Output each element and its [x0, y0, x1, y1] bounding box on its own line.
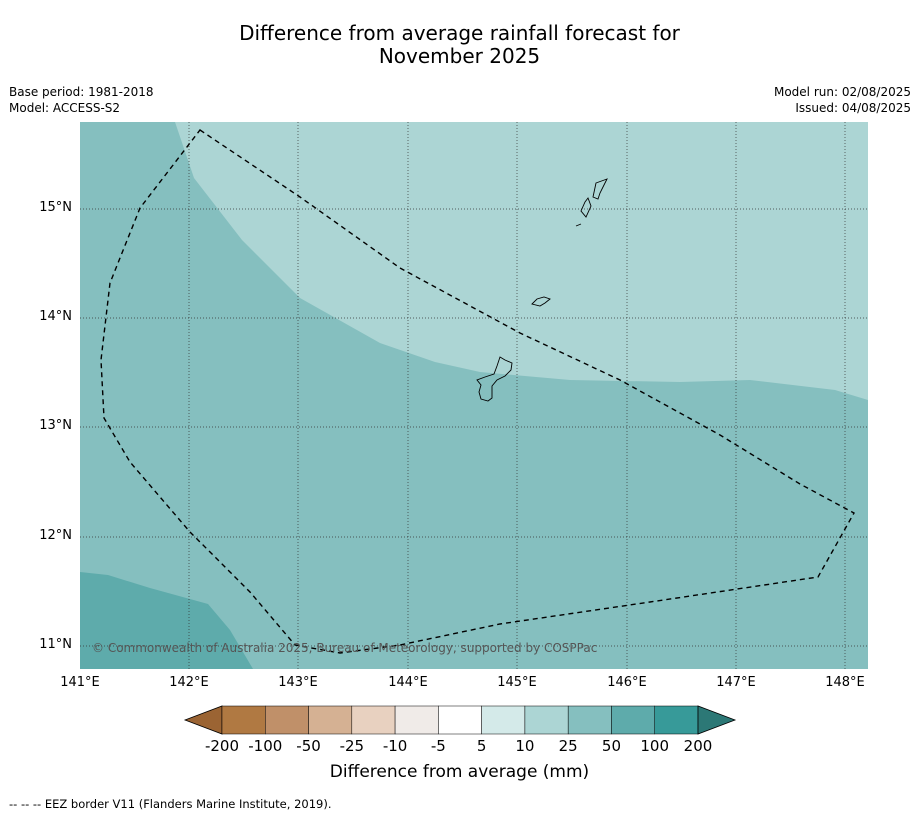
model-name: Model: ACCESS-S2	[9, 101, 121, 115]
region-dark	[80, 572, 253, 669]
colorbar-tick-label: -5	[430, 737, 446, 755]
colorbar-segment	[524, 705, 569, 735]
lon-label-144: 144°E	[388, 675, 428, 690]
colorbar-tick-label: -100	[248, 737, 283, 755]
colorbar-segment	[654, 705, 699, 735]
meta-left: Base period: 1981-2018 Model: ACCESS-S2	[9, 84, 154, 116]
lat-label-13: 13°N	[39, 418, 72, 433]
issued-date: Issued: 04/08/2025	[795, 101, 911, 115]
region-light	[175, 122, 868, 400]
eez-border	[100, 129, 855, 654]
colorbar-segment	[481, 705, 526, 735]
model-run: Model run: 02/08/2025	[773, 85, 911, 99]
colorbar-tick-label: -25	[339, 737, 365, 755]
colorbar-segment	[308, 705, 353, 735]
island-guam	[476, 356, 513, 402]
colorbar-tick-label: -50	[296, 737, 321, 755]
colorbar-label: Difference from average (mm)	[329, 762, 590, 782]
colorbar-segment	[438, 705, 482, 735]
island-aguijan	[575, 223, 582, 227]
colorbar-segment	[221, 705, 266, 735]
island-rota	[531, 296, 551, 307]
islands	[476, 178, 608, 402]
map-area	[80, 122, 868, 669]
lon-label-148: 148°E	[825, 675, 865, 690]
lon-label-145: 145°E	[497, 675, 537, 690]
eez-footnote: -- -- -- EEZ border V11 (Flanders Marine…	[9, 797, 332, 811]
colorbar-tick-label: -10	[382, 737, 408, 755]
lon-label-147: 147°E	[716, 675, 756, 690]
copyright-notice: © Commonwealth of Australia 2025, Bureau…	[92, 641, 598, 655]
lat-label-11: 11°N	[39, 637, 72, 652]
chart-title: Difference from average rainfall forecas…	[0, 22, 919, 68]
gridlines	[80, 122, 868, 669]
lon-label-143: 143°E	[278, 675, 318, 690]
colorbar-segment	[394, 705, 439, 735]
colorbar-tick-label: 25	[558, 737, 578, 755]
colorbar-tick-label: 10	[515, 737, 535, 755]
colorbar-tick-label: 50	[601, 737, 621, 755]
colorbar-segment	[351, 705, 396, 735]
meta-right: Model run: 02/08/2025 Issued: 04/08/2025	[774, 84, 911, 116]
colorbar-segment	[567, 705, 612, 735]
title-line-1: Difference from average rainfall forecas…	[239, 21, 680, 45]
lat-label-15: 15°N	[39, 200, 72, 215]
title-line-2: November 2025	[378, 44, 541, 68]
base-period: Base period: 1981-2018	[9, 85, 154, 99]
lat-label-12: 12°N	[39, 528, 72, 543]
colorbar-extend-high	[697, 705, 737, 735]
colorbar-extend-low	[183, 705, 223, 735]
island-tinian	[580, 197, 592, 218]
colorbar	[183, 705, 737, 735]
colorbar-tick-label: 200	[683, 737, 713, 755]
colorbar-tick-label: -200	[204, 737, 240, 755]
colorbar-segment	[611, 705, 655, 735]
colorbar-tick-label: 100	[640, 737, 670, 755]
colorbar-segment	[265, 705, 309, 735]
island-saipan	[592, 178, 608, 200]
lon-label-141: 141°E	[60, 675, 100, 690]
lon-label-142: 142°E	[169, 675, 209, 690]
lon-label-146: 146°E	[607, 675, 647, 690]
lat-label-14: 14°N	[39, 309, 72, 324]
colorbar-tick-label: 5	[476, 737, 487, 755]
